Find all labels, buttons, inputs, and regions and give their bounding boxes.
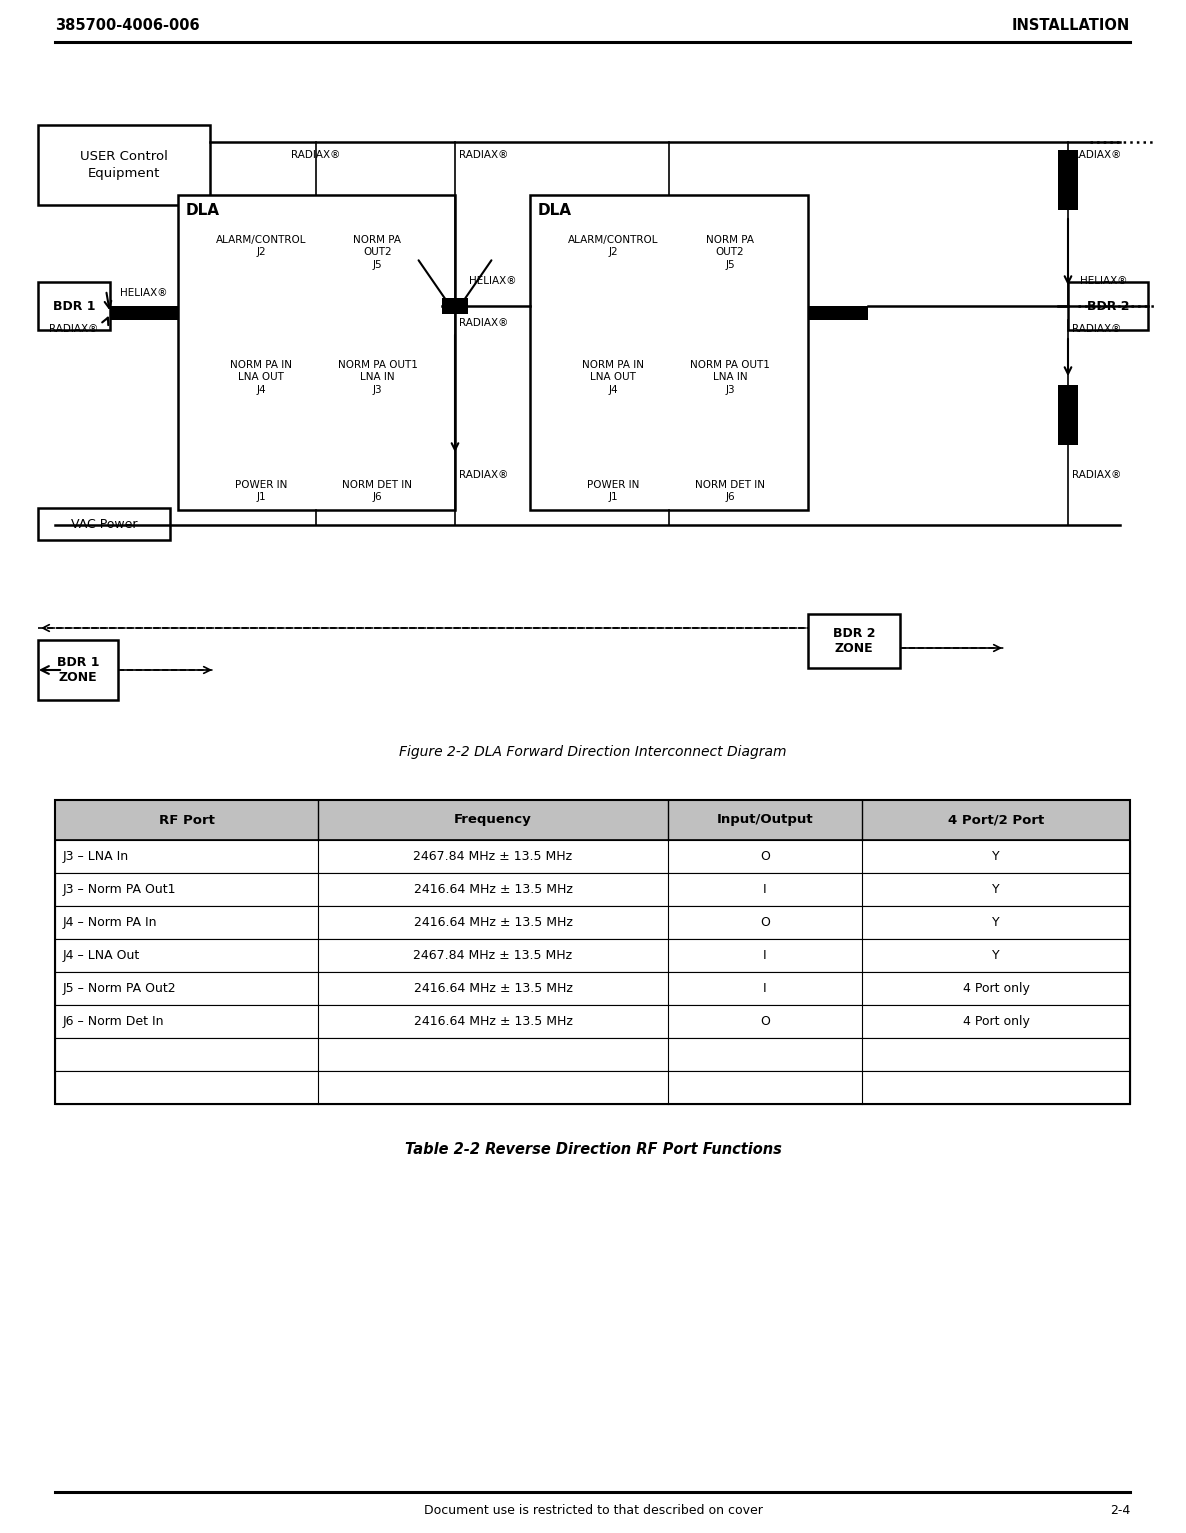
Text: Figure 2-2 DLA Forward Direction Interconnect Diagram: Figure 2-2 DLA Forward Direction Interco…: [400, 745, 786, 759]
Text: DLA: DLA: [186, 202, 219, 218]
Bar: [55, 800, 1130, 840]
Text: BDR 1: BDR 1: [52, 299, 95, 313]
Text: BDR 1
ZONE: BDR 1 ZONE: [57, 656, 100, 684]
Text: 2467.84 MHz ± 13.5 MHz: 2467.84 MHz ± 13.5 MHz: [414, 949, 573, 963]
Text: RADIAX®: RADIAX®: [459, 150, 509, 159]
Text: J4 – Norm PA In: J4 – Norm PA In: [63, 917, 158, 929]
Text: USER Control
Equipment: USER Control Equipment: [81, 150, 168, 181]
Text: INSTALLATION: INSTALLATION: [1012, 18, 1130, 34]
Text: DLA: DLA: [538, 202, 572, 218]
Bar: [178, 195, 455, 510]
Bar: [55, 940, 1130, 972]
Text: 2416.64 MHz ± 13.5 MHz: 2416.64 MHz ± 13.5 MHz: [414, 983, 573, 995]
Text: ALARM/CONTROL
J2: ALARM/CONTROL J2: [568, 235, 658, 258]
Text: RADIAX®: RADIAX®: [459, 317, 509, 328]
Text: O: O: [760, 1015, 770, 1029]
Text: NORM PA
OUT2
J5: NORM PA OUT2 J5: [706, 235, 754, 270]
Text: Y: Y: [993, 849, 1000, 863]
Bar: [38, 126, 210, 205]
Bar: [1058, 150, 1078, 210]
Text: 385700-4006-006: 385700-4006-006: [55, 18, 199, 34]
Text: RADIAX®: RADIAX®: [1072, 471, 1122, 480]
Text: 2-4: 2-4: [1110, 1504, 1130, 1518]
Text: Y: Y: [993, 883, 1000, 895]
Text: POWER IN
J1: POWER IN J1: [587, 480, 639, 503]
Text: NORM DET IN
J6: NORM DET IN J6: [343, 480, 413, 503]
Text: NORM PA IN
LNA OUT
J4: NORM PA IN LNA OUT J4: [582, 360, 644, 396]
Text: J3 – Norm PA Out1: J3 – Norm PA Out1: [63, 883, 177, 895]
Bar: [38, 639, 117, 701]
Bar: [1058, 385, 1078, 445]
Bar: [808, 615, 900, 668]
Bar: [55, 906, 1130, 940]
Text: HELIAX®: HELIAX®: [120, 288, 167, 297]
Text: J5 – Norm PA Out2: J5 – Norm PA Out2: [63, 983, 177, 995]
Text: RADIAX®: RADIAX®: [1072, 150, 1122, 159]
Text: O: O: [760, 917, 770, 929]
Text: NORM PA OUT1
LNA IN
J3: NORM PA OUT1 LNA IN J3: [338, 360, 417, 396]
Bar: [55, 872, 1130, 906]
Text: VAC Power: VAC Power: [71, 518, 138, 530]
Text: J4 – LNA Out: J4 – LNA Out: [63, 949, 140, 963]
Text: 2416.64 MHz ± 13.5 MHz: 2416.64 MHz ± 13.5 MHz: [414, 917, 573, 929]
Text: Y: Y: [993, 917, 1000, 929]
Text: BDR 2
ZONE: BDR 2 ZONE: [833, 627, 875, 655]
Text: Input/Output: Input/Output: [716, 814, 814, 826]
Text: 4 Port only: 4 Port only: [963, 1015, 1029, 1029]
Bar: [55, 800, 1130, 1104]
Bar: [530, 195, 808, 510]
Text: NORM DET IN
J6: NORM DET IN J6: [695, 480, 765, 503]
Text: O: O: [760, 849, 770, 863]
Text: RF Port: RF Port: [159, 814, 215, 826]
Bar: [55, 1038, 1130, 1072]
Bar: [808, 307, 868, 320]
Text: Document use is restricted to that described on cover: Document use is restricted to that descr…: [423, 1504, 763, 1518]
Text: J6 – Norm Det In: J6 – Norm Det In: [63, 1015, 165, 1029]
Text: I: I: [763, 983, 767, 995]
Text: HELIAX®: HELIAX®: [1080, 276, 1128, 287]
Text: Table 2-2 Reverse Direction RF Port Functions: Table 2-2 Reverse Direction RF Port Func…: [404, 1142, 782, 1157]
Text: I: I: [763, 883, 767, 895]
Text: 2416.64 MHz ± 13.5 MHz: 2416.64 MHz ± 13.5 MHz: [414, 1015, 573, 1029]
Bar: [1069, 282, 1148, 330]
Text: NORM PA
OUT2
J5: NORM PA OUT2 J5: [353, 235, 401, 270]
Text: 4 Port/2 Port: 4 Port/2 Port: [948, 814, 1044, 826]
Bar: [55, 1006, 1130, 1038]
Text: POWER IN
J1: POWER IN J1: [235, 480, 287, 503]
Text: HELIAX®: HELIAX®: [468, 276, 516, 287]
Text: NORM PA OUT1
LNA IN
J3: NORM PA OUT1 LNA IN J3: [690, 360, 770, 396]
Text: 4 Port only: 4 Port only: [963, 983, 1029, 995]
Bar: [38, 282, 110, 330]
Bar: [55, 972, 1130, 1006]
Text: J3 – LNA In: J3 – LNA In: [63, 849, 129, 863]
Bar: [55, 1072, 1130, 1104]
Bar: [55, 840, 1130, 872]
Bar: [442, 297, 468, 314]
Bar: [110, 307, 178, 320]
Text: Frequency: Frequency: [454, 814, 531, 826]
Text: RADIAX®: RADIAX®: [1072, 323, 1122, 334]
Text: I: I: [763, 949, 767, 963]
Text: ALARM/CONTROL
J2: ALARM/CONTROL J2: [216, 235, 306, 258]
Text: BDR 2: BDR 2: [1086, 299, 1129, 313]
Text: 2416.64 MHz ± 13.5 MHz: 2416.64 MHz ± 13.5 MHz: [414, 883, 573, 895]
Bar: [38, 507, 170, 540]
Text: Y: Y: [993, 949, 1000, 963]
Text: NORM PA IN
LNA OUT
J4: NORM PA IN LNA OUT J4: [230, 360, 292, 396]
Text: 2467.84 MHz ± 13.5 MHz: 2467.84 MHz ± 13.5 MHz: [414, 849, 573, 863]
Text: RADIAX®: RADIAX®: [292, 150, 340, 159]
Text: RADIAX®: RADIAX®: [459, 471, 509, 480]
Text: RADIAX®: RADIAX®: [50, 323, 98, 334]
